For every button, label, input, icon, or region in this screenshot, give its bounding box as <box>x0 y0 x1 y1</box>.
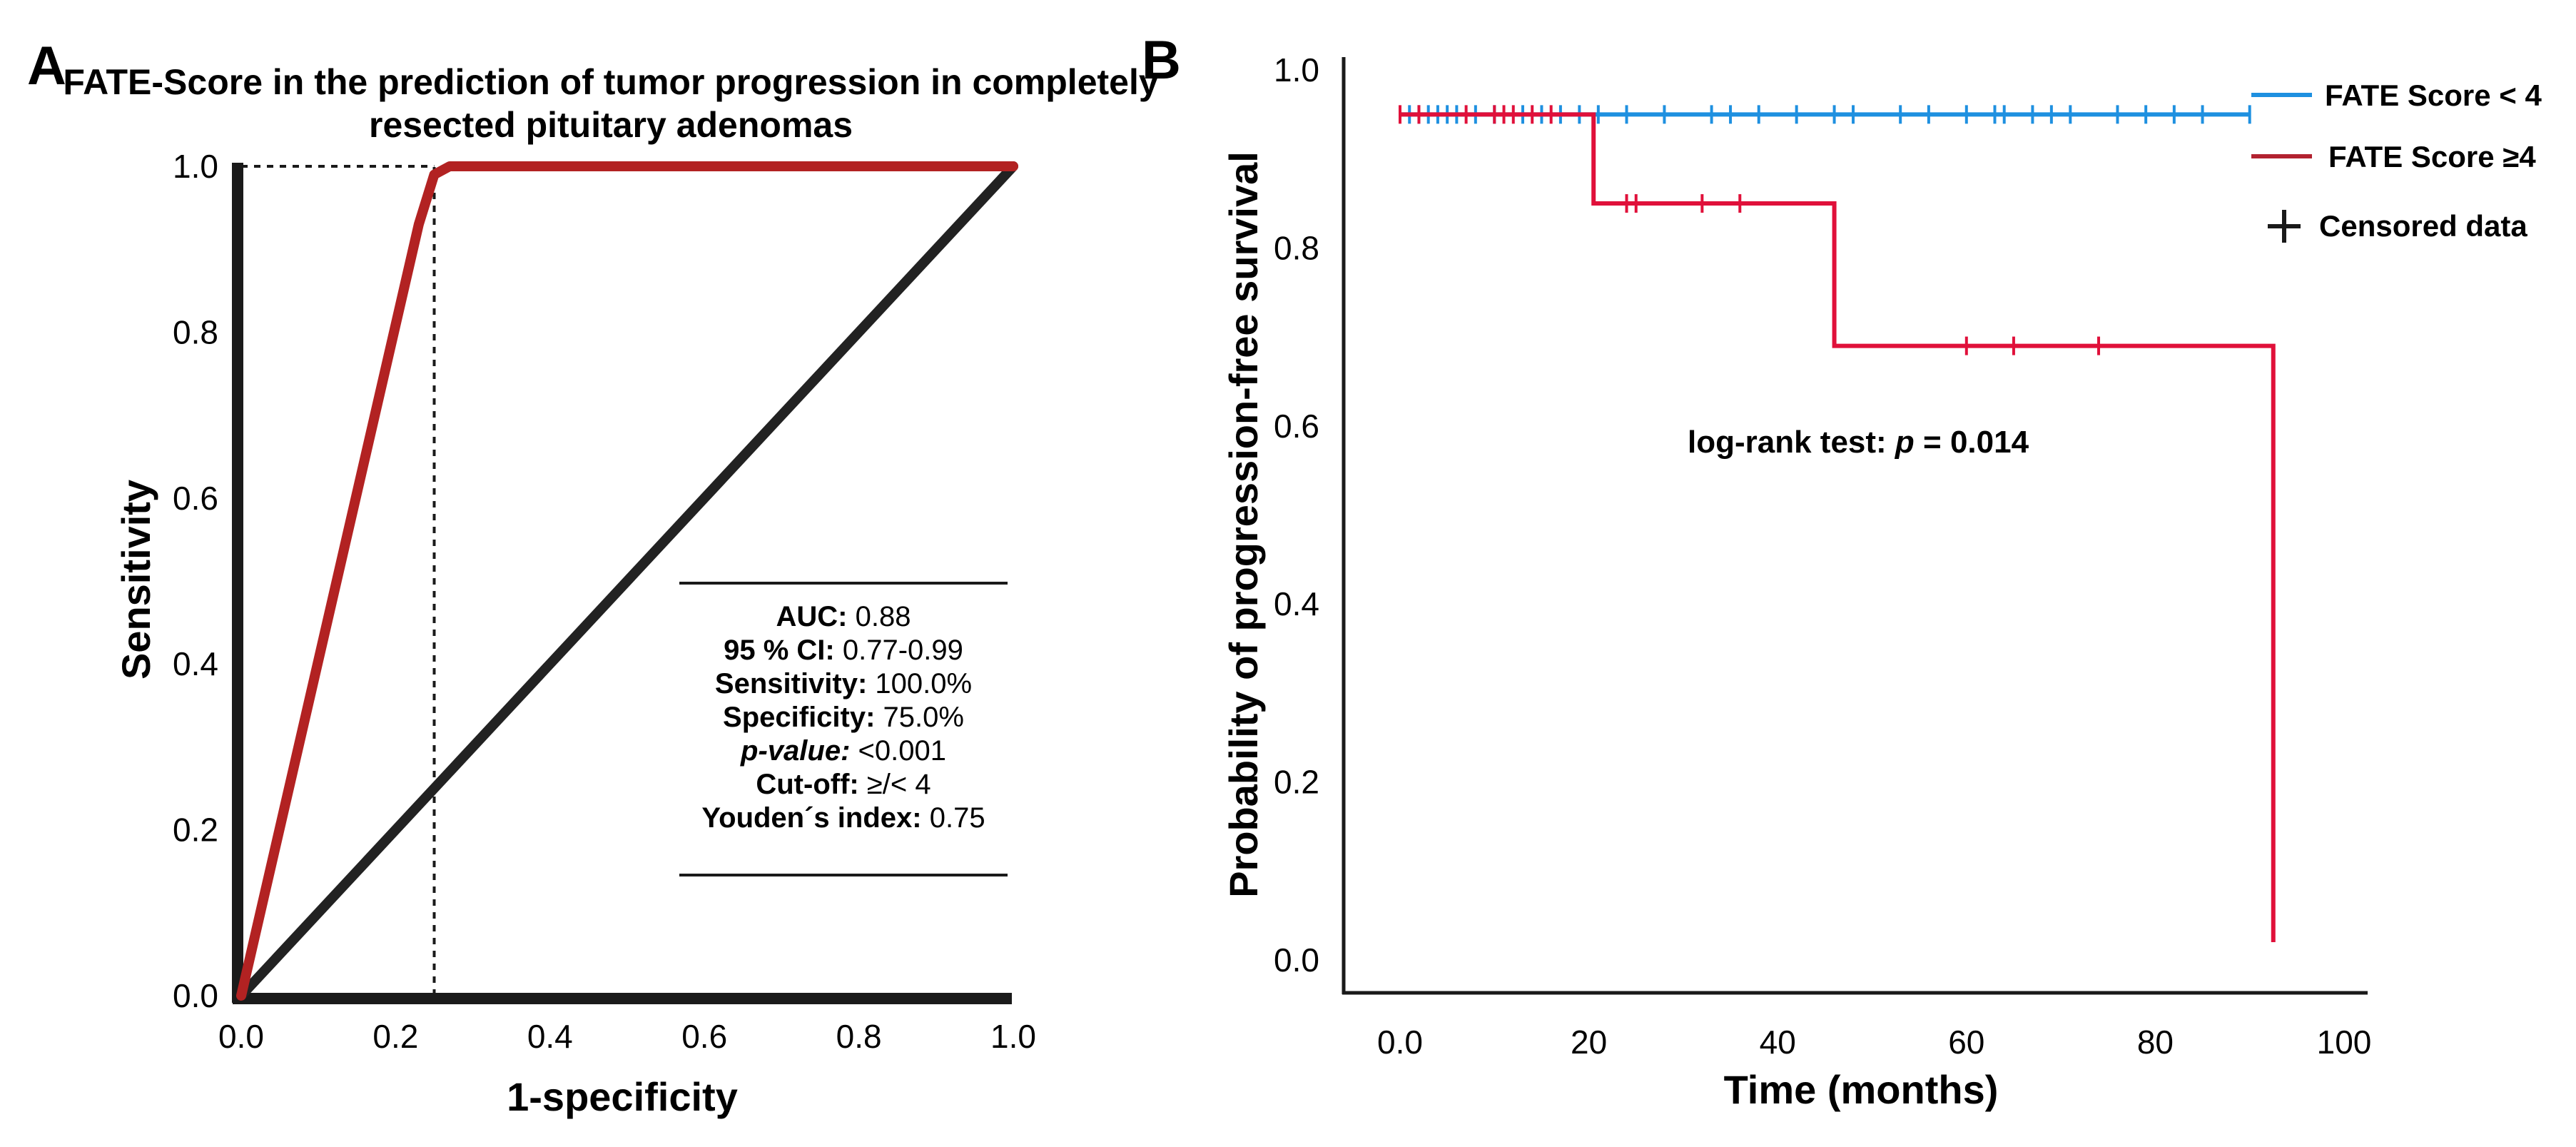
x-tick-label: 20 <box>1571 1024 1607 1061</box>
stat-value: ≥/< 4 <box>859 769 931 800</box>
log-rank-p: p <box>1895 425 1915 460</box>
stat-line: AUC: 0.88 <box>776 601 911 632</box>
stat-line: Sensitivity: 100.0% <box>715 668 972 699</box>
x-tick-label: 40 <box>1760 1024 1796 1061</box>
x-tick-label: 60 <box>1948 1024 1984 1061</box>
stat-value: 100.0% <box>867 668 972 699</box>
panel-a-tick-labels: 0.0 0.2 0.4 0.6 0.8 1.0 0.0 0.2 0.4 0.6 0.8 1.0 <box>173 148 1036 1055</box>
panel-b-survival-curves <box>1399 105 2276 943</box>
panel-b-letter: B <box>1142 30 1181 91</box>
panel-b-x-label: Time (months) <box>1724 1067 1999 1112</box>
panel-b-axes <box>1342 57 2368 995</box>
x-tick-label: 80 <box>2137 1024 2174 1061</box>
y-tick-label: 1.0 <box>1274 51 1319 89</box>
panel-b-legend: FATE Score < 4 FATE Score ≥4 Censored da… <box>2251 79 2542 243</box>
y-tick-label: 0.8 <box>173 313 218 350</box>
x-tick-label: 0.6 <box>681 1018 727 1055</box>
y-tick-label: 0.6 <box>173 480 218 517</box>
panel-a-x-label: 1-specificity <box>507 1074 738 1119</box>
stat-label: 95 % CI: <box>724 635 835 666</box>
panel-a-title-line1: FATE-Score in the prediction of tumor pr… <box>63 62 1159 102</box>
stat-value: 0.77-0.99 <box>835 635 963 666</box>
x-tick-label: 1.0 <box>990 1018 1036 1055</box>
stat-line: Specificity: 75.0% <box>723 702 964 733</box>
y-tick-label: 0.0 <box>173 977 218 1014</box>
stat-label: Specificity: <box>723 702 875 733</box>
stat-value: 0.75 <box>922 802 985 834</box>
log-rank-prefix: log-rank test: <box>1688 425 1895 460</box>
panel-b-kaplan-meier: B 0.0 20 40 60 80 100 0.0 0.2 0.4 0.6 0.8 1.0 Time … <box>1142 30 2542 1112</box>
y-tick-label: 0.4 <box>173 645 218 682</box>
y-tick-label: 0.6 <box>1274 408 1319 445</box>
roc-curve-line <box>236 161 1018 1001</box>
panel-b-tick-labels: 0.0 20 40 60 80 100 0.0 0.2 0.4 0.6 0.8 1.0 <box>1274 51 2371 1061</box>
stat-value: 0.88 <box>848 601 911 632</box>
stat-line: p-value: <0.001 <box>740 735 946 767</box>
y-tick-label: 0.2 <box>173 812 218 849</box>
log-rank-value: = 0.014 <box>1915 425 2029 460</box>
panel-b-y-label: Probability of progression-free survival <box>1221 151 1266 898</box>
stat-value: <0.001 <box>850 735 946 767</box>
panel-a-axes <box>232 163 1012 1004</box>
y-tick-label: 1.0 <box>173 148 218 185</box>
stat-line: Youden´s index: 0.75 <box>701 802 985 834</box>
stat-line: Cut-off: ≥/< 4 <box>756 769 930 800</box>
legend-label-high: FATE Score ≥4 <box>2328 140 2536 173</box>
panel-a-plot-lines <box>236 161 1018 1001</box>
stat-value: 75.0% <box>875 702 964 733</box>
y-tick-label: 0.4 <box>1274 585 1319 622</box>
stat-label: p-value: <box>740 735 850 767</box>
stat-label: Cut-off: <box>756 769 858 800</box>
x-tick-label: 100 <box>2317 1024 2372 1061</box>
stat-label: Youden´s index: <box>701 802 921 834</box>
panel-a-roc: A FATE-Score in the prediction of tumor … <box>27 36 1159 1119</box>
censored-plus-icon <box>2268 210 2301 243</box>
x-tick-label: 0.0 <box>1377 1024 1423 1061</box>
legend-label-censored: Censored data <box>2319 209 2527 243</box>
x-tick-label: 0.4 <box>527 1018 573 1055</box>
stat-label: Sensitivity: <box>715 668 867 699</box>
panel-a-letter: A <box>27 36 66 96</box>
stat-label: AUC: <box>776 601 848 632</box>
y-tick-label: 0.2 <box>1274 764 1319 801</box>
survival-curve-high-score <box>1400 112 2276 943</box>
panel-a-y-label: Sensitivity <box>113 480 158 679</box>
x-tick-label: 0.2 <box>372 1018 418 1055</box>
y-tick-label: 0.8 <box>1274 229 1319 266</box>
log-rank-annotation: log-rank test: p = 0.014 <box>1688 425 2029 460</box>
x-tick-label: 0.8 <box>836 1018 882 1055</box>
y-tick-label: 0.0 <box>1274 941 1319 979</box>
stat-line: 95 % CI: 0.77-0.99 <box>724 635 963 666</box>
legend-label-low: FATE Score < 4 <box>2325 79 2542 112</box>
reference-diagonal-line <box>236 161 1018 1001</box>
x-tick-label: 0.0 <box>218 1018 264 1055</box>
panel-a-title-line2: resected pituitary adenomas <box>369 105 853 145</box>
